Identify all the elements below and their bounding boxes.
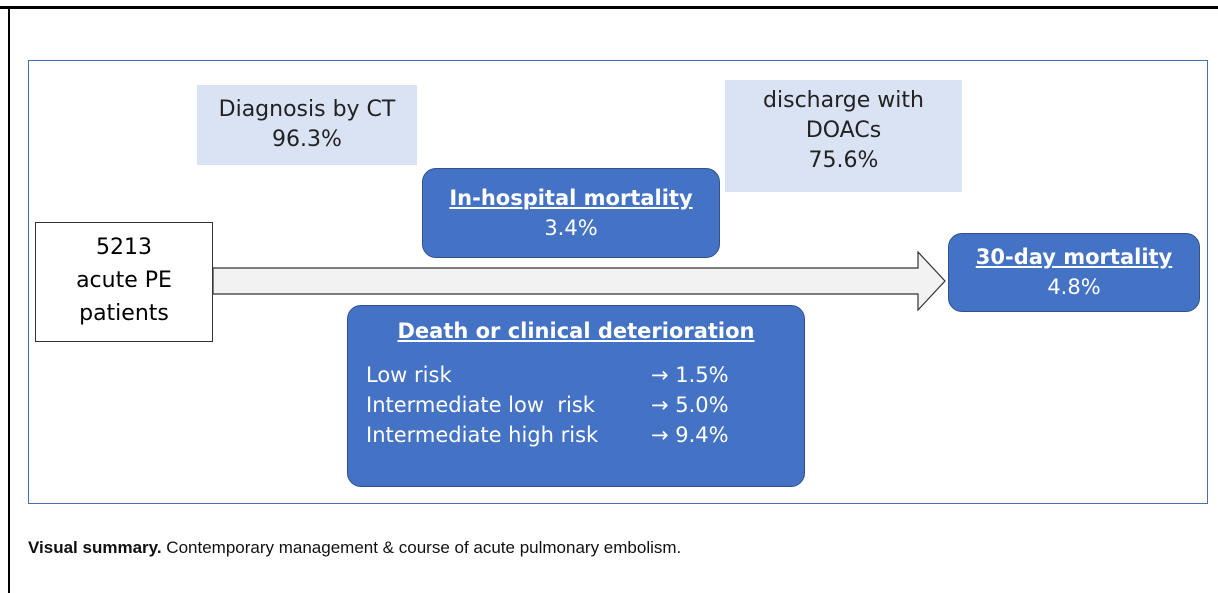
label: Intermediate low risk (366, 393, 595, 417)
discharge-box: discharge with DOACs 75.6% (725, 80, 962, 192)
left-rule (8, 6, 10, 593)
caption: Visual summary. Contemporary management … (28, 538, 681, 558)
value: → 1.5% (651, 363, 729, 387)
text: acute PE (76, 268, 172, 293)
title: Death or clinical deterioration (397, 319, 755, 343)
caption-text: Contemporary management & course of acut… (166, 538, 682, 557)
title: In-hospital mortality (449, 186, 693, 210)
risk-row: Low risk → 1.5% (366, 360, 804, 390)
text: patients (79, 301, 169, 326)
text: 96.3% (272, 127, 342, 152)
deterioration-box: Death or clinical deterioration Low risk… (347, 305, 805, 487)
label: Low risk (366, 363, 452, 387)
text: discharge with (763, 88, 924, 113)
text: DOACs (805, 118, 882, 143)
risk-row: Intermediate high risk → 9.4% (366, 420, 804, 450)
title: 30-day mortality (975, 245, 1173, 269)
in-hospital-box: In-hospital mortality 3.4% (422, 168, 720, 258)
value: 3.4% (544, 216, 598, 240)
caption-label: Visual summary. (28, 538, 162, 557)
start-box: 5213 acute PE patients (35, 222, 213, 342)
text: 5213 (96, 235, 152, 260)
value: → 5.0% (651, 393, 729, 417)
diagnosis-box: Diagnosis by CT 96.3% (197, 85, 417, 165)
frame (28, 60, 1208, 504)
value: → 9.4% (651, 423, 729, 447)
risk-row: Intermediate low risk → 5.0% (366, 390, 804, 420)
top-rule (0, 6, 1218, 9)
text: Diagnosis by CT (218, 97, 396, 122)
thirty-day-box: 30-day mortality 4.8% (948, 233, 1200, 312)
label: Intermediate high risk (366, 423, 599, 447)
value: 4.8% (1047, 275, 1101, 299)
text: 75.6% (808, 148, 879, 173)
arrow (212, 250, 946, 312)
